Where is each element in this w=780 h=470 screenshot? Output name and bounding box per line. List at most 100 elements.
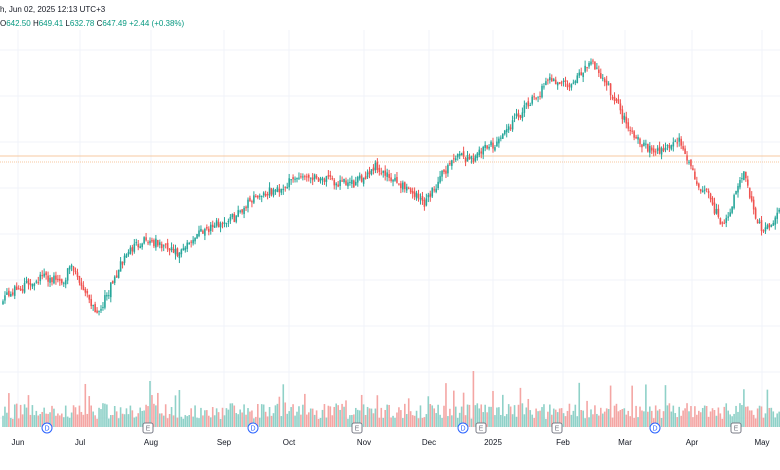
candle-body[interactable] [76,272,79,277]
candle-body[interactable] [131,247,134,252]
candle-body[interactable] [709,193,712,200]
dividend-marker[interactable] [457,422,469,434]
candle-body[interactable] [666,145,669,147]
candle-body[interactable] [290,179,292,181]
candle-body[interactable] [10,293,12,297]
candle-body[interactable] [552,79,555,82]
candle-body[interactable] [453,158,455,160]
candle-body[interactable] [678,137,680,142]
candle-body[interactable] [182,248,185,251]
candle-body[interactable] [341,180,343,182]
dividend-marker[interactable] [247,422,259,434]
candle-body[interactable] [529,105,532,107]
candle-body[interactable] [492,142,494,149]
candle-body[interactable] [253,195,255,203]
candle-body[interactable] [409,188,412,193]
candle-body[interactable] [257,195,259,198]
candle-body[interactable] [627,122,630,129]
candle-body[interactable] [129,247,132,254]
candle-body[interactable] [725,217,728,223]
candle-body[interactable] [55,275,57,280]
candle-body[interactable] [49,277,51,283]
candle-body[interactable] [580,72,582,76]
candle-body[interactable] [8,290,10,296]
candle-body[interactable] [664,147,667,150]
candle-body[interactable] [208,228,210,233]
candle-body[interactable] [545,81,547,86]
candle-body[interactable] [609,83,612,96]
candle-body[interactable] [643,142,645,146]
candle-body[interactable] [13,286,16,296]
candle-body[interactable] [278,188,281,193]
candle-body[interactable] [304,176,306,178]
candle-body[interactable] [484,144,486,148]
candle-body[interactable] [384,170,386,176]
candle-body[interactable] [337,184,339,187]
candle-body[interactable] [137,244,140,248]
candle-body[interactable] [325,176,328,182]
candle-body[interactable] [662,148,665,152]
candle-body[interactable] [353,180,355,188]
candle-body[interactable] [29,283,32,286]
candle-body[interactable] [747,179,749,186]
candle-body[interactable] [274,190,277,192]
candle-body[interactable] [472,158,475,162]
candle-body[interactable] [519,115,522,118]
candle-body[interactable] [464,158,467,162]
candle-body[interactable] [380,172,383,174]
candle-body[interactable] [439,176,441,183]
candle-body[interactable] [386,172,388,177]
candle-body[interactable] [507,126,510,131]
candle-body[interactable] [321,177,324,180]
candle-body[interactable] [537,96,539,98]
candle-body[interactable] [523,105,526,113]
candle-body[interactable] [260,195,263,197]
candle-body[interactable] [554,79,557,85]
candle-body[interactable] [766,225,769,229]
candle-body[interactable] [168,248,171,251]
candle-body[interactable] [711,197,714,205]
candle-body[interactable] [437,181,439,189]
candle-body[interactable] [200,228,202,232]
candle-body[interactable] [280,188,283,193]
candle-body[interactable] [505,129,508,133]
candle-body[interactable] [619,103,622,111]
candle-body[interactable] [762,230,765,232]
candle-body[interactable] [400,183,402,189]
candle-body[interactable] [635,136,637,139]
candle-body[interactable] [366,172,369,178]
candle-body[interactable] [147,242,149,244]
candle-body[interactable] [480,151,483,154]
candle-body[interactable] [715,209,718,214]
candle-body[interactable] [631,130,633,132]
candle-body[interactable] [141,243,143,248]
candle-body[interactable] [411,190,414,194]
candle-body[interactable] [323,179,326,182]
candle-body[interactable] [251,201,253,203]
candle-body[interactable] [496,141,498,147]
candle-body[interactable] [298,177,300,179]
candle-body[interactable] [451,160,453,166]
candle-body[interactable] [186,242,189,249]
candle-body[interactable] [690,159,692,167]
candle-body[interactable] [415,192,418,199]
candle-body[interactable] [394,177,396,181]
candle-body[interactable] [245,206,247,209]
candle-body[interactable] [560,82,563,84]
candle-body[interactable] [329,175,332,177]
candle-body[interactable] [235,215,238,222]
candlesticks[interactable] [2,58,780,316]
candle-body[interactable] [703,189,706,191]
candle-body[interactable] [2,301,4,305]
dividend-marker[interactable] [649,422,661,434]
candle-body[interactable] [405,186,408,191]
candle-body[interactable] [27,279,30,285]
candle-body[interactable] [294,178,296,180]
candle-body[interactable] [317,178,320,182]
candle-body[interactable] [378,167,381,173]
candle-body[interactable] [486,145,488,149]
candle-body[interactable] [739,180,741,188]
candle-body[interactable] [17,288,20,290]
candle-body[interactable] [231,214,234,218]
candle-body[interactable] [417,193,420,198]
